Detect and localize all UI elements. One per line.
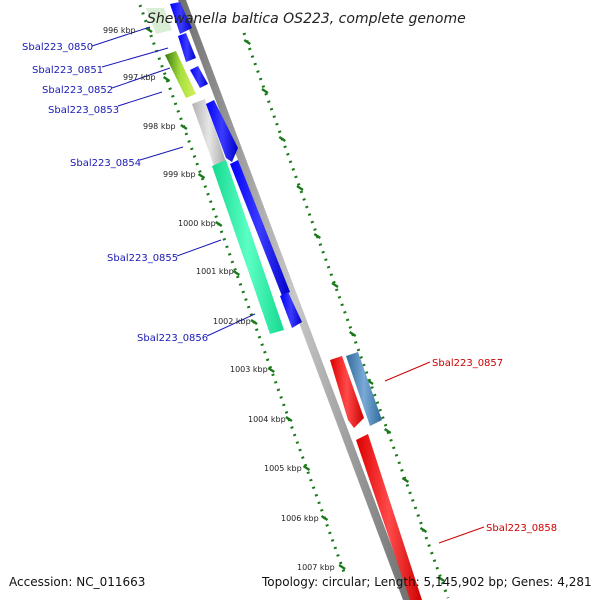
gene-0850-arrow: [170, 2, 192, 34]
label-leader-line: [91, 26, 151, 47]
tick-major-outer: [384, 428, 392, 434]
tick-label: 1007 kbp: [297, 563, 335, 572]
tick-major-inner: [215, 221, 223, 227]
gene-0857-block: [346, 352, 382, 426]
tick-label: 998 kbp: [143, 122, 176, 131]
tick-major-inner: [145, 27, 153, 33]
gene-label[interactable]: Sbal223_0855: [107, 253, 178, 264]
gene-labels: Sbal223_0850 Sbal223_0851 Sbal223_0852 Sbal…: [22, 42, 557, 534]
gene-0858-arrow: [356, 434, 422, 600]
tick-label: 1004 kbp: [248, 415, 286, 424]
tick-major-inner: [197, 173, 206, 179]
inner-tick-row: [138, 4, 347, 576]
label-leader-line: [206, 313, 256, 337]
gene-label[interactable]: Sbal223_0852: [42, 85, 113, 96]
tick-major-outer: [437, 576, 445, 582]
tick-major-outer: [349, 331, 357, 337]
label-leader-line: [111, 67, 171, 89]
label-leader-line: [139, 146, 184, 161]
backbone-bar: [178, 0, 412, 600]
tick-label: 1001 kbp: [196, 267, 234, 276]
label-leader-line: [117, 91, 163, 107]
gene-0851-block: [165, 51, 196, 98]
topology-text: Topology: circular; Length: 5,145,902 bp…: [261, 575, 592, 589]
map-title: Shewanella baltica OS223, complete genom…: [147, 11, 466, 27]
tick-major-inner: [302, 465, 311, 471]
tick-major-inner: [338, 564, 346, 570]
tick-major-outer: [261, 88, 269, 94]
gene-label[interactable]: Sbal223_0850: [22, 42, 93, 53]
tick-major-outer: [313, 233, 321, 239]
label-leader-line: [176, 239, 222, 257]
tick-major-inner: [232, 270, 241, 276]
tick-major-outer: [278, 136, 286, 142]
tick-label: 1006 kbp: [281, 514, 319, 523]
gene-label[interactable]: Sbal223_0856: [137, 333, 208, 344]
tick-label: 997 kbp: [123, 73, 156, 82]
gene-0854-arrow: [206, 100, 238, 162]
tick-major-inner: [180, 124, 188, 130]
tick-major-inner: [267, 367, 275, 373]
tick-label: 1002 kbp: [213, 317, 251, 326]
gene-0855-arrow: [230, 160, 290, 296]
gene-0852-arrow: [190, 66, 208, 88]
label-leaders: [91, 26, 485, 544]
tick-label: 1000 kbp: [178, 219, 216, 228]
gene-0853-block: [192, 99, 226, 166]
tick-label: 1005 kbp: [264, 464, 302, 473]
gene-label[interactable]: Sbal223_0858: [486, 523, 557, 534]
gene-features: [146, 2, 422, 600]
tick-major-inner: [162, 76, 171, 82]
genome-backbone: [178, 0, 412, 600]
gene-0855-block: [212, 160, 284, 334]
tick-major-outer: [401, 477, 410, 483]
gene-label[interactable]: Sbal223_0854: [70, 158, 141, 169]
tick-major-outer: [296, 185, 304, 191]
tick-labels: 996 kbp 997 kbp 998 kbp 999 kbp 1000 kbp 1001…: [103, 26, 335, 572]
gene-0851-arrow: [178, 33, 196, 62]
gene-0856-arrow: [280, 292, 302, 328]
tick-major-outer: [419, 527, 428, 533]
gene-label[interactable]: Sbal223_0851: [32, 65, 103, 76]
tick-major-inner: [285, 416, 293, 422]
tick-major-outer: [243, 39, 251, 45]
tick-label: 1003 kbp: [230, 365, 268, 374]
accession-text: Accession: NC_011663: [9, 575, 145, 589]
tick-label: 999 kbp: [163, 170, 196, 179]
gene-0857-arrow: [330, 356, 364, 428]
label-leader-line: [101, 47, 169, 68]
tick-major-outer: [331, 282, 339, 288]
gene-0850-block: [146, 8, 172, 34]
tick-major-inner: [320, 515, 329, 521]
gene-label[interactable]: Sbal223_0857: [432, 358, 503, 369]
tick-rows: [138, 4, 450, 599]
label-leader-line: [438, 526, 485, 544]
gene-label[interactable]: Sbal223_0853: [48, 105, 119, 116]
tick-major-inner: [250, 319, 258, 325]
tick-label: 996 kbp: [103, 26, 136, 35]
label-leader-line: [384, 361, 431, 382]
